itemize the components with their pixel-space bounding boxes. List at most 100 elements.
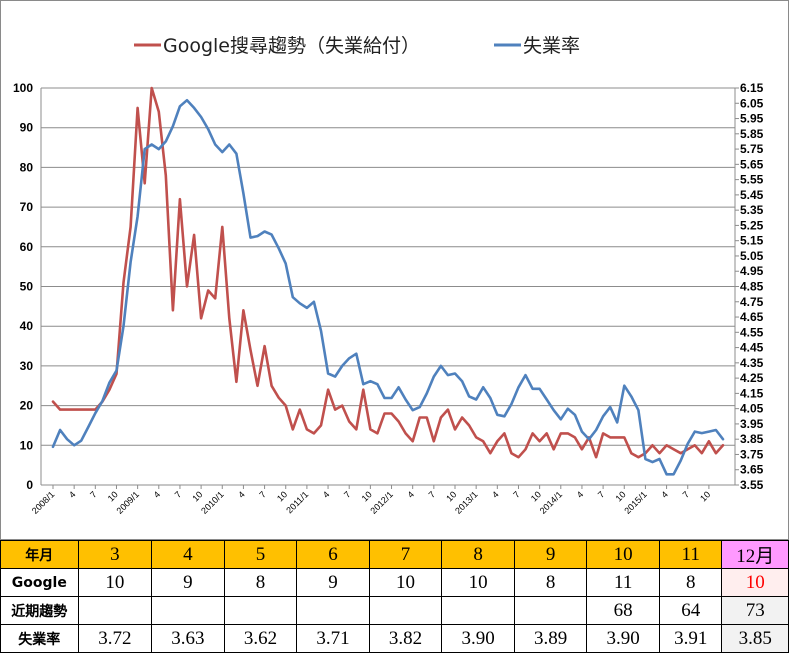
table-row-month: 年月 3 4 5 6 7 8 9 10 11 12月 bbox=[0, 540, 789, 569]
x-tick-label: 2009/1 bbox=[115, 489, 142, 516]
month-cell: 7 bbox=[368, 540, 443, 569]
google-cell: 10 bbox=[441, 568, 515, 597]
x-tick-label: 10 bbox=[698, 489, 712, 503]
y-right-tick-label: 5.05 bbox=[740, 249, 764, 263]
y-right-tick-label: 4.45 bbox=[740, 341, 764, 355]
table-row-google: Google 10 9 8 9 10 10 8 11 8 10 bbox=[0, 568, 789, 597]
month-cell: 8 bbox=[441, 540, 515, 569]
x-tick-label: 10 bbox=[529, 489, 543, 503]
x-tick-label: 2015/1 bbox=[622, 489, 649, 516]
y-right-tick-label: 4.35 bbox=[740, 356, 764, 370]
x-tick-label: 10 bbox=[275, 489, 289, 503]
y-right-tick-label: 5.65 bbox=[740, 157, 764, 171]
y-right-tick-label: 4.55 bbox=[740, 325, 764, 339]
row-label-google: Google bbox=[0, 568, 79, 597]
y-right-tick-label: 5.45 bbox=[740, 188, 764, 202]
x-tick-label: 2012/1 bbox=[368, 489, 395, 516]
unemployment-cell: 3.89 bbox=[513, 624, 588, 653]
y-right-tick-label: 4.95 bbox=[740, 264, 764, 278]
x-tick-label: 10 bbox=[614, 489, 628, 503]
y-right-tick-label: 3.65 bbox=[740, 463, 764, 477]
trend-cell bbox=[368, 596, 443, 625]
x-tick-label: 4 bbox=[67, 489, 78, 500]
y-left-tick-label: 20 bbox=[20, 399, 34, 413]
x-tick-label: 7 bbox=[427, 489, 438, 500]
series-line-unemployment bbox=[51, 98, 725, 476]
y-right-tick-label: 5.15 bbox=[740, 234, 764, 248]
y-right-tick-label: 3.95 bbox=[740, 417, 764, 431]
month-cell-current: 12月 bbox=[721, 540, 789, 569]
trend-cell: 64 bbox=[658, 596, 723, 625]
trend-cell-current: 73 bbox=[721, 596, 789, 625]
row-label-month: 年月 bbox=[0, 540, 79, 569]
trend-cell: 68 bbox=[586, 596, 660, 625]
y-right-tick-label: 4.75 bbox=[740, 295, 764, 309]
trend-cell bbox=[223, 596, 298, 625]
x-tick-label: 2014/1 bbox=[538, 489, 565, 516]
x-tick-label: 10 bbox=[190, 489, 204, 503]
y-left-tick-label: 60 bbox=[20, 240, 34, 254]
y-left-tick-label: 0 bbox=[26, 478, 33, 492]
x-tick-label: 2010/1 bbox=[199, 489, 226, 516]
y-left-tick-label: 50 bbox=[20, 280, 34, 294]
x-tick-label: 10 bbox=[106, 489, 120, 503]
x-tick-label: 7 bbox=[173, 489, 184, 500]
y-right-tick-label: 4.05 bbox=[740, 402, 764, 416]
y-left-tick-label: 90 bbox=[20, 121, 34, 135]
y-right-tick-label: 4.85 bbox=[740, 280, 764, 294]
chart-area: 100 90 80 70 60 50 40 30 20 10 0 6.15 6.05 5.95 5.85 5… bbox=[0, 0, 789, 540]
y-left-tick-label: 10 bbox=[20, 438, 34, 452]
x-tick-label: 4 bbox=[405, 489, 416, 500]
y-right-tick-label: 4.15 bbox=[740, 386, 764, 400]
x-tick-label: 7 bbox=[511, 489, 522, 500]
row-label-unemployment: 失業率 bbox=[0, 624, 79, 653]
unemployment-cell: 3.90 bbox=[586, 624, 660, 653]
google-cell: 8 bbox=[513, 568, 588, 597]
x-tick-label: 2013/1 bbox=[453, 489, 480, 516]
y-left-tick-label: 30 bbox=[20, 359, 34, 373]
y-right-tick-label: 3.75 bbox=[740, 447, 764, 461]
y-right-tick-label: 6.05 bbox=[740, 96, 764, 110]
unemployment-cell: 3.63 bbox=[151, 624, 225, 653]
right-axis: 6.156.05 5.955.855.755.65 5.555.455.355.25… bbox=[734, 81, 764, 492]
unemployment-cell: 3.90 bbox=[441, 624, 515, 653]
x-tick-label: 2011/1 bbox=[284, 489, 310, 515]
unemployment-cell: 3.91 bbox=[658, 624, 723, 653]
trend-cell bbox=[296, 596, 370, 625]
x-tick-label: 10 bbox=[444, 489, 458, 503]
unemployment-cell: 3.71 bbox=[296, 624, 370, 653]
unemployment-cell: 3.62 bbox=[223, 624, 298, 653]
x-tick-label: 4 bbox=[321, 489, 332, 500]
y-right-tick-label: 4.25 bbox=[740, 371, 764, 385]
y-right-tick-label: 4.65 bbox=[740, 310, 764, 324]
google-cell: 9 bbox=[296, 568, 370, 597]
x-tick-label: 7 bbox=[342, 489, 353, 500]
unemployment-cell: 3.82 bbox=[368, 624, 443, 653]
trend-cell bbox=[77, 596, 153, 625]
y-right-tick-label: 5.85 bbox=[740, 127, 764, 141]
month-cell: 10 bbox=[586, 540, 660, 569]
x-tick-label: 7 bbox=[88, 489, 99, 500]
x-tick-label: 4 bbox=[659, 489, 670, 500]
google-cell: 9 bbox=[151, 568, 225, 597]
month-cell: 4 bbox=[151, 540, 225, 569]
x-tick-label: 7 bbox=[681, 489, 692, 500]
y-right-tick-label: 5.25 bbox=[740, 218, 764, 232]
y-right-tick-label: 5.55 bbox=[740, 173, 764, 187]
google-cell: 11 bbox=[586, 568, 660, 597]
x-tick-label: 4 bbox=[152, 489, 163, 500]
data-table: 年月 3 4 5 6 7 8 9 10 11 12月 Google 10 9 8… bbox=[0, 540, 789, 653]
series-lines bbox=[51, 86, 725, 476]
trend-cell bbox=[513, 596, 588, 625]
y-left-tick-label: 100 bbox=[13, 81, 33, 95]
table-row-trend: 近期趨勢 68 64 73 bbox=[0, 596, 789, 625]
month-cell: 5 bbox=[223, 540, 298, 569]
google-cell: 8 bbox=[658, 568, 723, 597]
y-right-tick-label: 5.75 bbox=[740, 142, 764, 156]
y-right-tick-label: 6.15 bbox=[740, 81, 764, 95]
row-label-trend: 近期趨勢 bbox=[0, 596, 79, 625]
legend-label-unemployment: 失業率 bbox=[523, 35, 580, 57]
month-cell: 9 bbox=[513, 540, 588, 569]
